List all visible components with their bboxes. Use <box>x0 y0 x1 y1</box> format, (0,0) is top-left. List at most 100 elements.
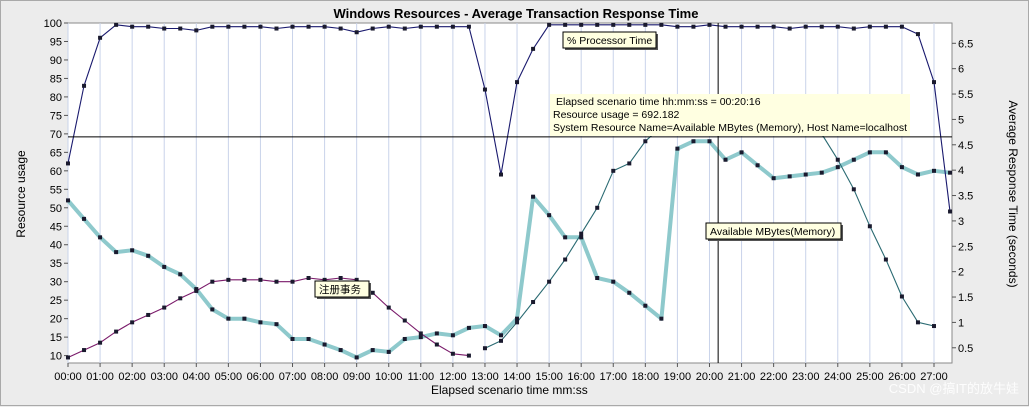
y-axis-label: Resource usage <box>14 150 28 238</box>
tooltip-line: Resource usage = 692.182 <box>553 109 680 121</box>
data-point <box>226 24 231 29</box>
y2-tick-label: 2 <box>958 267 964 279</box>
data-point <box>787 174 792 179</box>
y2-tick-label: 4 <box>958 165 964 177</box>
data-point <box>130 24 135 29</box>
series-line <box>67 277 469 358</box>
data-point <box>98 35 103 40</box>
data-point <box>932 168 936 173</box>
data-point <box>178 26 183 31</box>
data-point <box>835 157 840 162</box>
y-tick-label: 40 <box>50 240 62 252</box>
data-point <box>547 213 552 218</box>
series-line <box>66 139 951 360</box>
x-tick-label: 27:00 <box>920 371 948 383</box>
reg-label-text: 注册事务 <box>319 283 361 296</box>
y2-tick-label: 2.5 <box>958 241 973 253</box>
tooltip-line: Elapsed scenario time hh:mm:ss = 00:20:1… <box>556 96 761 108</box>
data-point <box>835 24 840 29</box>
data-point <box>819 170 824 175</box>
x-tick-label: 22:00 <box>760 371 788 383</box>
x-tick-label: 19:00 <box>664 371 692 383</box>
data-point <box>82 83 87 88</box>
y-tick-label: 30 <box>50 277 62 289</box>
data-point <box>386 305 391 310</box>
data-point <box>883 257 888 262</box>
y-tick-label: 85 <box>50 73 62 85</box>
data-point <box>627 290 632 295</box>
data-point <box>723 24 728 29</box>
data-point <box>322 277 327 282</box>
data-point <box>466 24 471 29</box>
data-point <box>226 277 231 282</box>
y2-tick-label: 3 <box>958 216 964 228</box>
data-point <box>210 279 215 284</box>
data-point <box>290 279 295 284</box>
series-line <box>67 24 951 212</box>
data-point <box>691 139 696 144</box>
data-point <box>434 24 439 29</box>
data-point <box>402 26 407 31</box>
data-point <box>643 139 648 144</box>
data-point <box>595 22 600 27</box>
data-point <box>948 209 953 214</box>
data-point <box>146 312 151 317</box>
y-tick-label: 65 <box>50 147 62 159</box>
x-tick-label: 15:00 <box>535 371 563 383</box>
x-tick-label: 12:00 <box>439 371 467 383</box>
x-tick-label: 08:00 <box>311 371 339 383</box>
data-point <box>82 216 87 221</box>
data-point <box>482 87 487 92</box>
data-point <box>306 336 311 341</box>
data-point <box>563 22 568 27</box>
y-tick-label: 45 <box>50 221 62 233</box>
data-point <box>899 24 904 29</box>
reg-label-box <box>314 280 370 298</box>
y-tick-label: 70 <box>50 129 62 141</box>
data-point <box>515 80 520 85</box>
data-point <box>402 318 407 323</box>
data-point <box>675 24 680 29</box>
data-point <box>851 157 856 162</box>
y2-tick-label: 3.5 <box>958 191 973 203</box>
data-point <box>466 353 471 358</box>
data-point <box>290 336 295 341</box>
chart-title: Windows Resources - Average Transaction … <box>334 6 699 21</box>
data-point <box>915 320 920 325</box>
data-point <box>418 24 423 29</box>
x-axis-label: Elapsed scenario time mm:ss <box>431 383 588 397</box>
data-point <box>915 172 920 177</box>
data-point <box>146 253 151 258</box>
y2-tick-label: 5 <box>958 114 964 126</box>
data-point <box>226 316 231 321</box>
x-tick-label: 16:00 <box>567 371 595 383</box>
data-point <box>707 139 712 144</box>
data-point <box>434 342 439 347</box>
data-point <box>274 279 279 284</box>
x-tick-label: 04:00 <box>183 371 211 383</box>
data-point <box>418 335 423 340</box>
y-tick-label: 95 <box>50 36 62 48</box>
data-point <box>579 22 584 27</box>
data-point <box>563 257 568 262</box>
y-tick-label: 15 <box>50 332 62 344</box>
data-point <box>194 288 199 293</box>
data-point <box>242 24 247 29</box>
data-point <box>258 24 263 29</box>
x-tick-label: 24:00 <box>824 371 852 383</box>
data-point <box>306 24 311 29</box>
watermark: CSDN @搞IT的放牛娃 <box>889 381 1019 396</box>
x-tick-label: 17:00 <box>599 371 627 383</box>
data-point <box>515 320 520 325</box>
data-point <box>338 348 343 353</box>
y-tick-label: 25 <box>50 295 62 307</box>
data-point <box>932 324 936 329</box>
y2-tick-label: 5.5 <box>958 89 973 101</box>
x-tick-label: 25:00 <box>856 371 884 383</box>
y-tick-label: 90 <box>50 55 62 67</box>
x-tick-label: 20:00 <box>696 371 724 383</box>
data-point <box>867 224 872 229</box>
data-point <box>819 24 824 29</box>
data-point <box>579 231 584 236</box>
